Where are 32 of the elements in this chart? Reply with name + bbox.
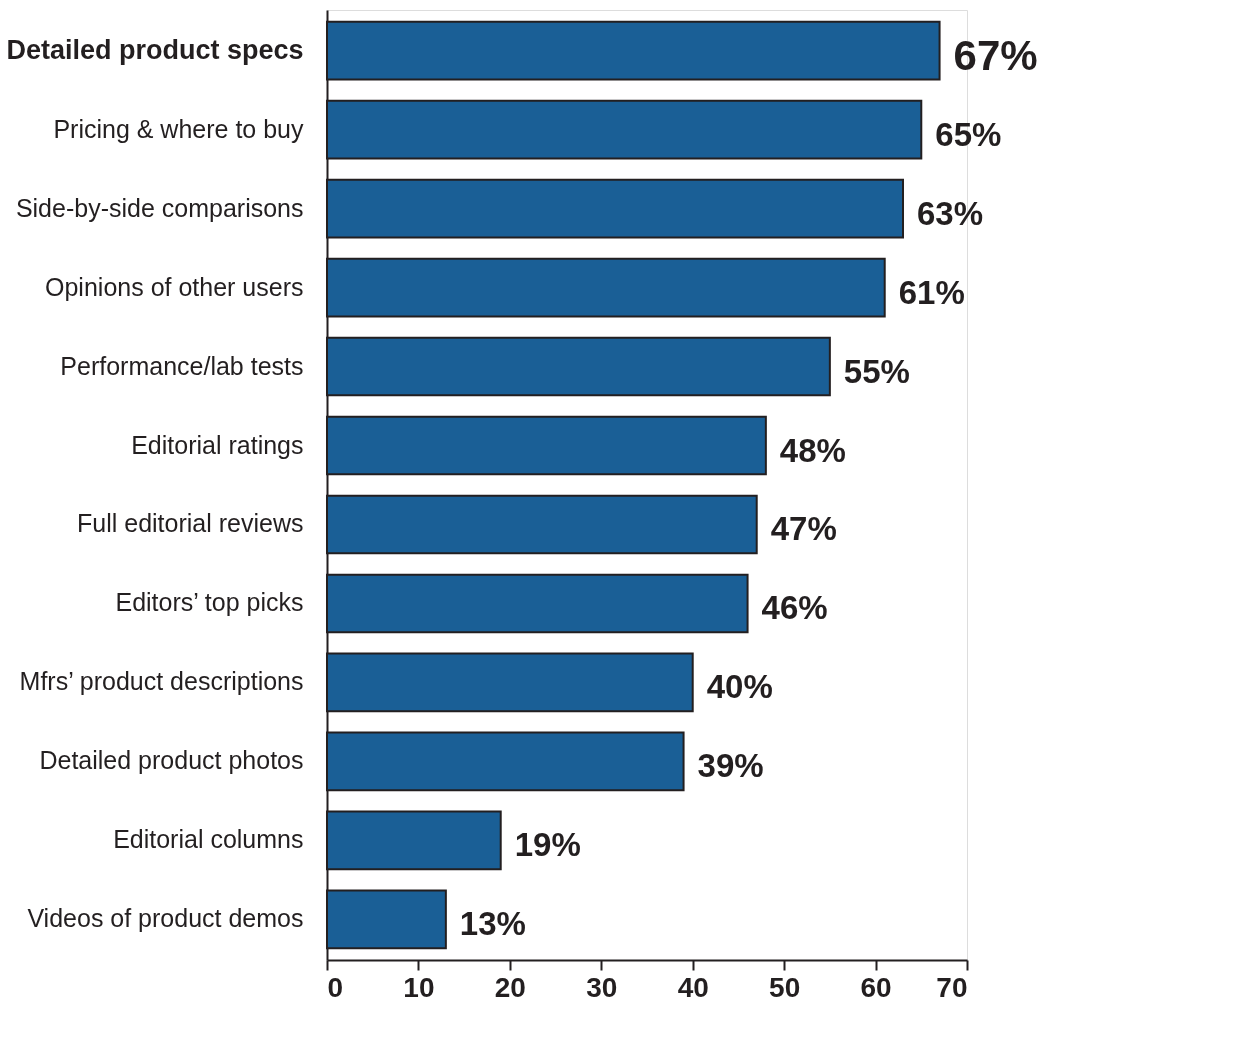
data-label: 65% <box>935 115 1002 153</box>
y-tick-label: Detailed product photos <box>39 746 304 775</box>
x-tick-label: 40 <box>677 971 709 1003</box>
y-tick-label: Pricing & where to buy <box>53 114 304 143</box>
data-label: 55% <box>843 352 910 390</box>
y-tick-label: Editorial ratings <box>131 430 304 459</box>
y-tick-label: Editors’ top picks <box>115 588 304 617</box>
y-tick-label: Performance/lab tests <box>60 351 304 380</box>
y-tick-label: Mfrs’ product descriptions <box>19 667 304 696</box>
data-label: 63% <box>917 194 984 232</box>
y-tick-label: Opinions of other users <box>45 272 304 301</box>
data-label: 48% <box>779 431 846 469</box>
y-tick-label: Side-by-side comparisons <box>15 193 304 222</box>
x-tick-label: 20 <box>494 971 526 1003</box>
y-tick-label: Full editorial reviews <box>77 509 304 538</box>
x-tick-label: 0 <box>327 971 344 1003</box>
x-tick-label: 30 <box>586 971 618 1003</box>
data-label: 39% <box>697 747 764 785</box>
x-tick-label: 60 <box>860 971 892 1003</box>
y-tick-label: Editorial columns <box>113 825 304 854</box>
x-tick-label: 50 <box>769 971 801 1003</box>
data-label: 40% <box>706 668 773 706</box>
data-label: 61% <box>898 273 965 311</box>
data-label: 67% <box>953 31 1038 79</box>
data-label: 19% <box>514 826 581 864</box>
x-tick-label: 10 <box>403 971 435 1003</box>
y-tick-label: Videos of product demos <box>27 904 304 933</box>
data-label: 47% <box>770 510 837 548</box>
data-label: 13% <box>459 905 526 943</box>
data-label: 46% <box>761 589 828 627</box>
y-tick-label: Detailed product specs <box>6 34 304 65</box>
x-tick-label: 70 <box>936 971 968 1003</box>
